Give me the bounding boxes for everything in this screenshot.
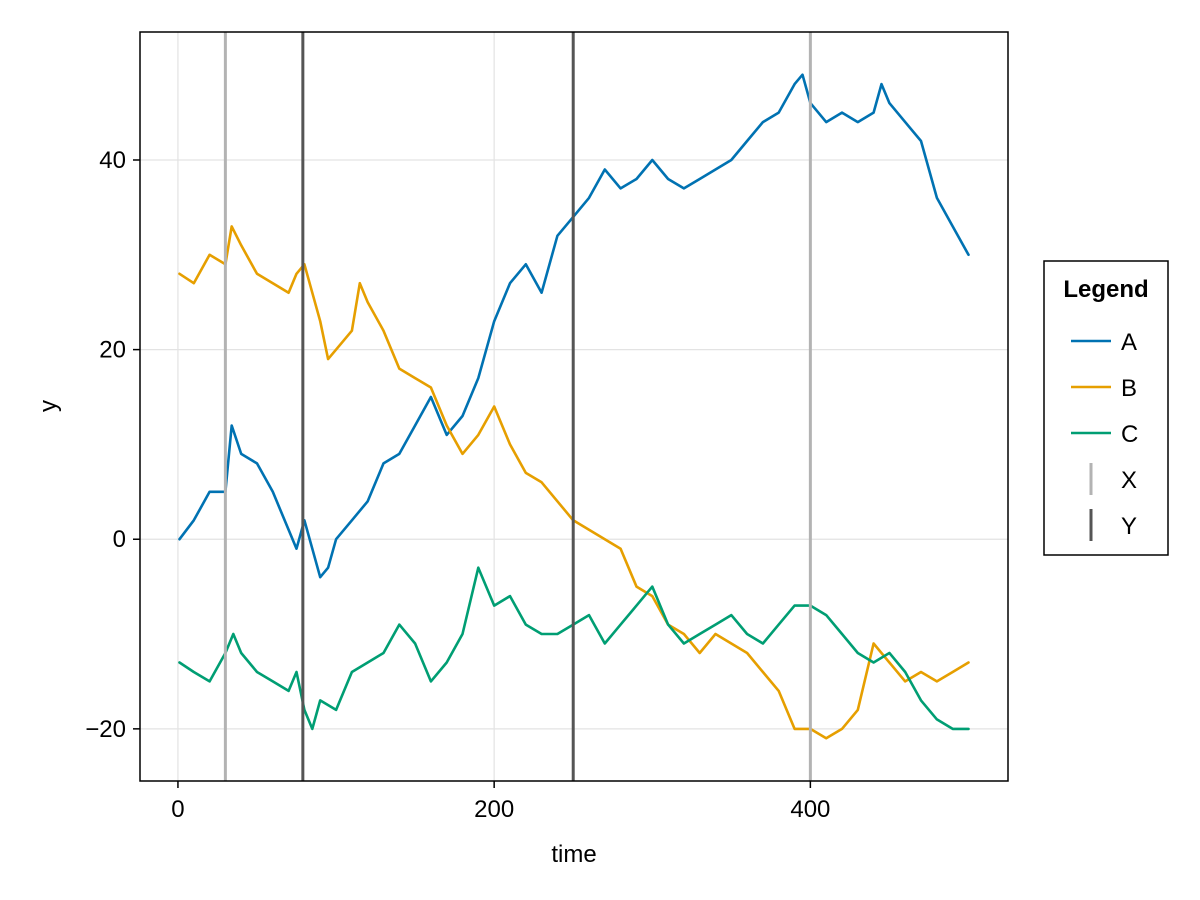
legend-label-c: C xyxy=(1121,421,1138,448)
legend-label-b: B xyxy=(1121,375,1137,402)
vline-layer xyxy=(223,32,812,781)
y-tick-label: 40 xyxy=(99,147,126,174)
x-tick-label: 400 xyxy=(790,796,830,823)
series-layer xyxy=(178,73,970,740)
y-axis-label: y xyxy=(35,400,62,412)
y-tick-label: 0 xyxy=(113,526,126,553)
legend-box xyxy=(1043,260,1169,556)
y-tick-label: −20 xyxy=(85,716,126,743)
x-tick-label: 200 xyxy=(474,796,514,823)
x-tick-label: 0 xyxy=(171,796,184,823)
plot-frame xyxy=(139,31,1009,782)
legend-label-x: X xyxy=(1121,467,1137,494)
axis-ticks: 0 200 400 −20 0 20 40 xyxy=(85,147,830,823)
y-tick-label: 20 xyxy=(99,337,126,364)
legend-title: Legend xyxy=(1063,276,1148,303)
plot-area xyxy=(178,32,970,781)
legend-label-a: A xyxy=(1121,329,1137,356)
x-axis-label: time xyxy=(551,841,596,868)
series-line-a xyxy=(178,73,970,579)
series-line-b xyxy=(178,225,970,740)
legend-label-y: Y xyxy=(1121,513,1137,540)
series-line-c xyxy=(178,566,970,731)
